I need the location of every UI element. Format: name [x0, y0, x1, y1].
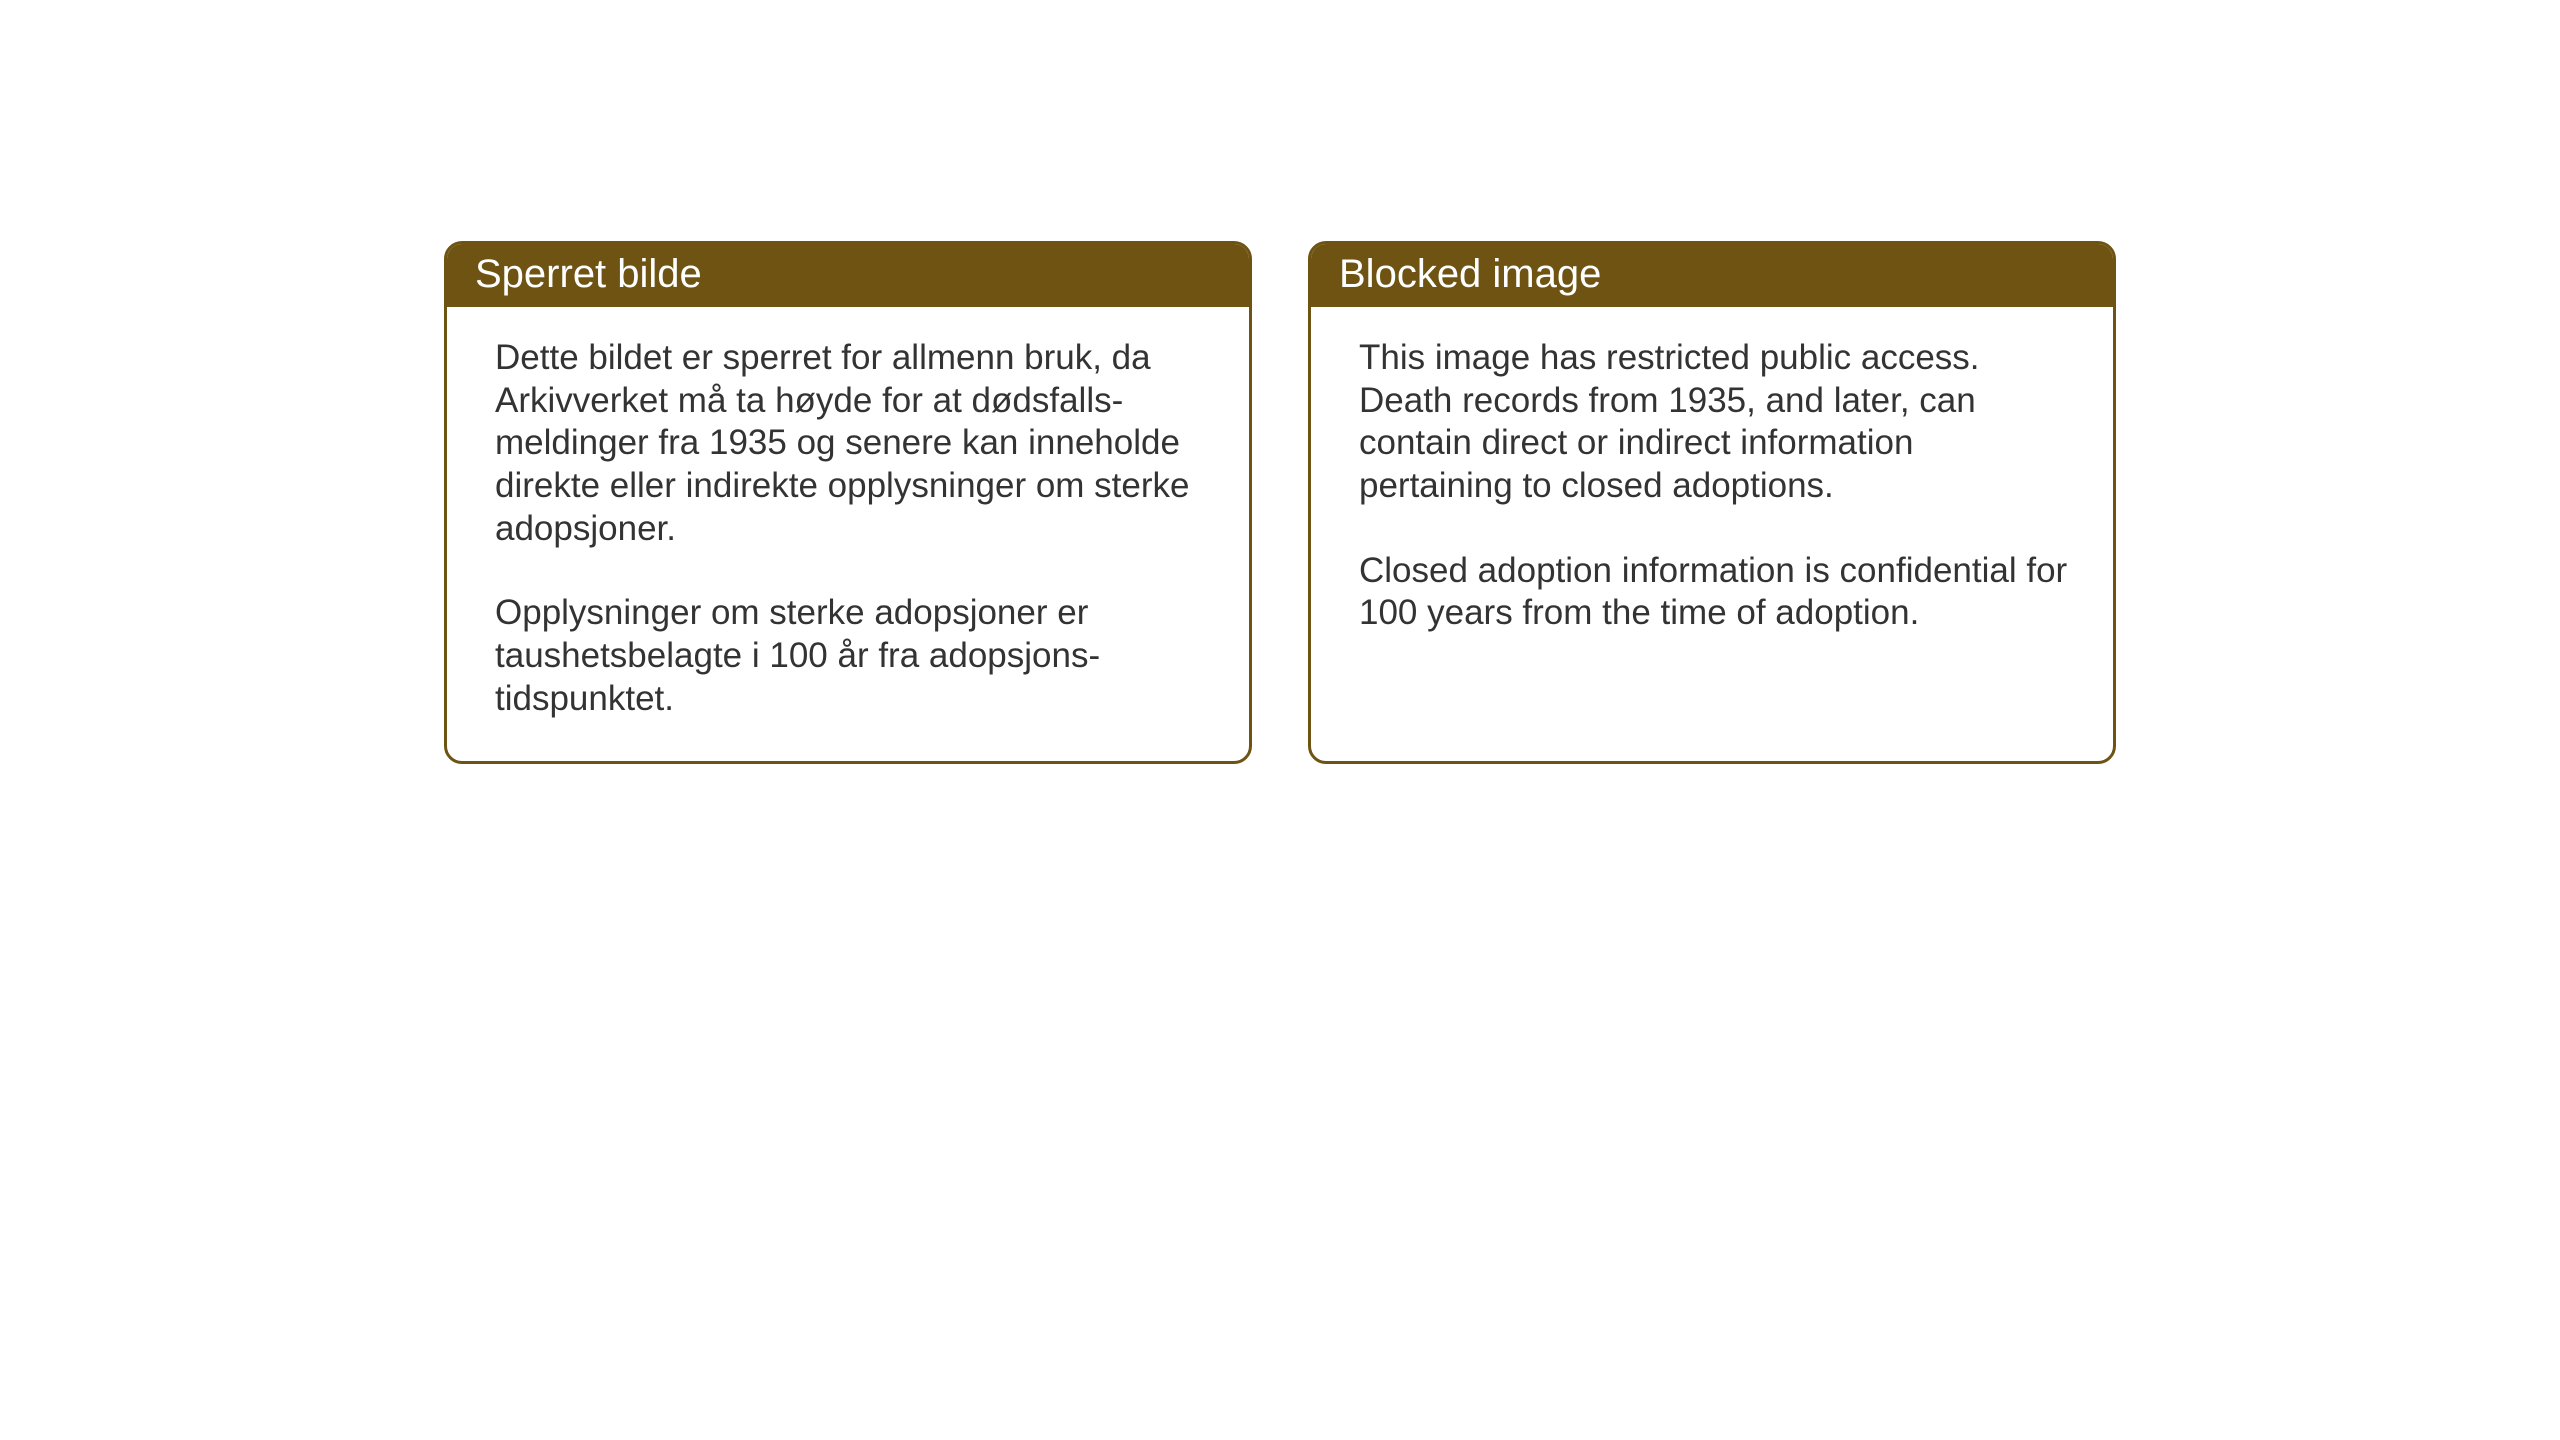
notice-paragraph-1-english: This image has restricted public access.…: [1359, 337, 2071, 508]
notice-paragraph-1-norwegian: Dette bildet er sperret for allmenn bruk…: [495, 337, 1207, 550]
notice-header-norwegian: Sperret bilde: [447, 244, 1249, 307]
notice-title-norwegian: Sperret bilde: [475, 252, 702, 296]
notice-header-english: Blocked image: [1311, 244, 2113, 307]
notice-body-norwegian: Dette bildet er sperret for allmenn bruk…: [447, 307, 1249, 761]
notice-paragraph-2-norwegian: Opplysninger om sterke adopsjoner er tau…: [495, 592, 1207, 720]
notice-body-english: This image has restricted public access.…: [1311, 307, 2113, 675]
notice-title-english: Blocked image: [1339, 252, 1601, 296]
notice-paragraph-2-english: Closed adoption information is confident…: [1359, 550, 2071, 635]
notice-container: Sperret bilde Dette bildet er sperret fo…: [444, 241, 2116, 764]
notice-box-norwegian: Sperret bilde Dette bildet er sperret fo…: [444, 241, 1252, 764]
notice-box-english: Blocked image This image has restricted …: [1308, 241, 2116, 764]
